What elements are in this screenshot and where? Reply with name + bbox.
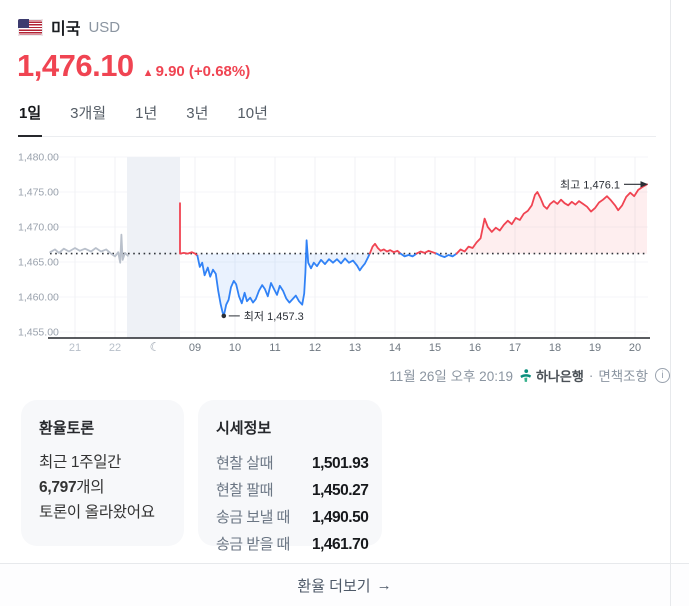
market-closed-band [127,157,180,338]
svg-text:최저 1,457.3: 최저 1,457.3 [244,310,304,323]
quote-row-receive-remittance: 송금 받을 때 1,461.70 [216,531,369,558]
min-annotation: 최저 1,457.3 [221,310,304,323]
x-tick-label: 16 [469,342,481,354]
up-triangle-icon: ▲ [142,67,154,79]
quote-label: 현찰 팔때 [216,482,273,499]
data-source: 하나은행 [518,366,584,385]
quote-value: 1,490.50 [312,509,369,526]
source-name: 하나은행 [535,368,584,384]
afternoon-rally-red-line [455,183,648,255]
widget-right-border [670,0,671,606]
more-exchange-rates-button[interactable]: 환율 더보기 → [0,564,689,606]
discussion-count: 6,797 [39,479,77,496]
x-tick-label: 15 [429,342,441,354]
change-text: 9.90 (+0.68%) [155,63,251,80]
footer-divider [0,563,689,564]
more-label: 환율 더보기 [297,577,371,595]
x-tick-label: 14 [389,342,401,354]
morning-drop-blue-area [197,240,370,316]
discussion-card[interactable]: 환율토론 최근 1주일간 6,797개의 토론이 올라왔어요 [21,400,184,546]
quote-value: 1,450.27 [312,482,369,499]
x-tick-label: 18 [549,342,561,354]
tab-1year[interactable]: 1년 [135,105,158,122]
quote-label: 현찰 살때 [216,455,273,472]
discussion-card-title: 환율토론 [39,420,95,437]
midday-blue-2-line [435,252,458,258]
midday-red-1-line [368,242,402,255]
discussion-count-suffix: 개의 [76,479,105,496]
y-tick-label: 1,470.00 [18,222,59,234]
svg-text:최고 1,476.1: 최고 1,476.1 [560,178,620,191]
x-tick-label: 11 [269,342,280,354]
exchange-rate-chart: 1,480.00 1,475.00 1,470.00 1,465.00 1,460.00… [0,145,689,359]
quote-label: 송금 받을 때 [216,536,290,553]
x-tick-label: 17 [509,342,521,354]
discussion-line1: 최근 1주일간 [39,454,122,471]
x-tick-label: 22 [109,342,121,354]
open-gap-red-line [179,202,199,257]
y-tick-label: 1,475.00 [18,187,59,199]
midday-red-1-area [369,243,401,254]
max-annotation: 최고 1,476.1 [560,178,648,191]
chart-svg: 1,480.00 1,475.00 1,470.00 1,465.00 1,460.00… [18,152,650,354]
chart-meta-row: 11월 26일 오후 20:19 하나은행 · 면책조항 i [389,365,670,385]
separator-dot: · [588,367,594,383]
price-row: 1,476.10 ▲ 9.90 (+0.68%) [17,48,250,84]
x-tick-label: 13 [349,342,361,354]
current-price: 1,476.10 [17,48,134,83]
y-tick-label: 1,480.00 [18,152,59,164]
x-tick-label: 09 [189,342,201,354]
prev-session-line [49,233,129,264]
tab-10years[interactable]: 10년 [237,105,268,122]
quote-value: 1,501.93 [312,455,369,472]
y-tick-label: 1,455.00 [18,327,59,339]
tab-1day[interactable]: 1일 [18,99,43,137]
y-tick-label: 1,460.00 [18,292,59,304]
x-tick-label: ☾ [150,340,161,354]
tab-3months[interactable]: 3개월 [70,105,107,122]
quote-value: 1,461.70 [312,536,369,553]
disclaimer-link[interactable]: 면책조항 [598,369,648,384]
quote-datetime: 11월 26일 오후 20:19 [389,369,513,384]
price-change: ▲ 9.90 (+0.68%) [143,63,251,80]
discussion-line3: 토론이 올라왔어요 [39,504,155,521]
quote-info-card: 시세정보 현찰 살때 1,501.93 현찰 팔때 1,450.27 송금 보낼… [198,400,382,553]
x-tick-label: 21 [69,342,81,354]
quote-label: 송금 보낼 때 [216,509,290,526]
x-tick-label: 10 [229,342,241,354]
currency-header: 미국 USD [18,15,120,39]
quote-row-cash-sell: 현찰 팔때 1,450.27 [216,477,369,504]
info-icon[interactable]: i [655,367,670,383]
midday-blue-1-line [399,252,418,258]
morning-drop-blue-line [196,239,371,317]
quote-row-send-remittance: 송금 보낼 때 1,490.50 [216,504,369,531]
tab-3years[interactable]: 3년 [186,105,209,122]
period-tabs: 1일 3개월 1년 3년 10년 [18,99,656,137]
y-tick-label: 1,465.00 [18,257,59,269]
x-tick-label: 20 [629,342,641,354]
hana-bank-logo-icon [520,368,532,382]
quote-row-cash-buy: 현찰 살때 1,501.93 [216,450,369,477]
x-tick-label: 12 [309,342,321,354]
afternoon-rally-red-area [456,184,647,254]
us-flag-icon [18,18,43,36]
quote-card-title: 시세정보 [216,420,272,437]
midday-red-2-line [415,249,438,255]
right-arrow-icon: → [376,576,392,594]
discussion-card-body: 최근 1주일간 6,797개의 토론이 올라왔어요 [39,450,166,525]
x-tick-label: 19 [589,342,601,354]
country-name: 미국 [51,21,81,38]
currency-code: USD [88,18,121,36]
